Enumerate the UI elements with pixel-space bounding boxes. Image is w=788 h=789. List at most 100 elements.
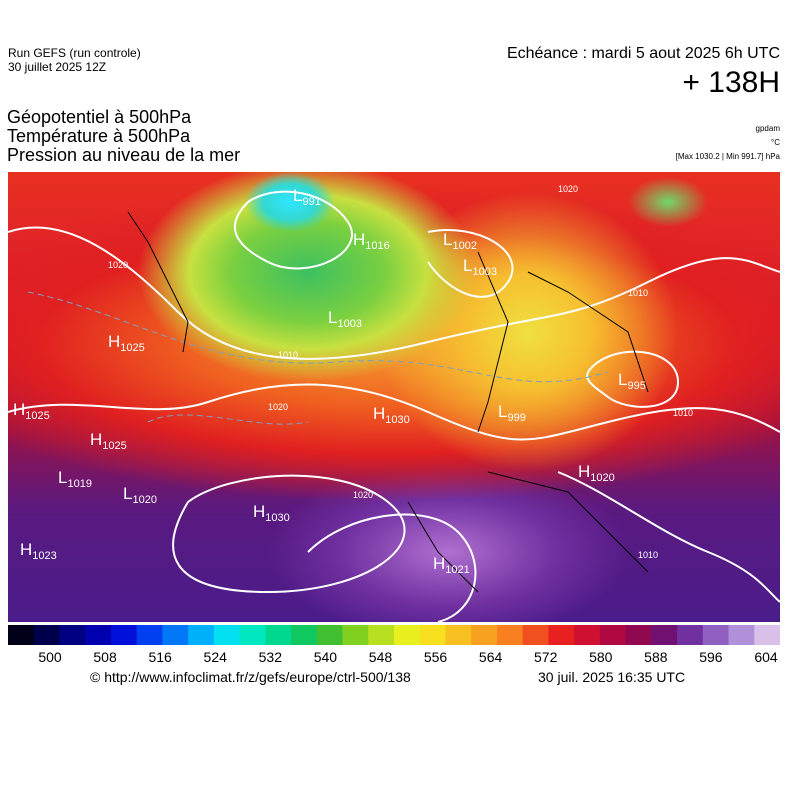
map: L991 H1016 L1002 L1003 L1003 H1025 H1025 H1025 L…: [8, 172, 780, 622]
run-name: Run GEFS (run controle): [8, 46, 141, 60]
center-value: 1025: [120, 342, 145, 354]
run-info: Run GEFS (run controle) 30 juillet 2025 …: [8, 46, 141, 74]
center-value: 1020: [132, 494, 157, 506]
color-swatch: [677, 625, 704, 645]
colorbar-tick-label: 516: [148, 649, 172, 665]
isobar-label: 1020: [108, 260, 129, 270]
color-swatch: [445, 625, 472, 645]
colorbar-tick-label: 556: [424, 649, 448, 665]
color-swatch: [702, 625, 730, 645]
center-kind: H: [90, 430, 103, 449]
color-swatch: [162, 625, 189, 645]
colorbar: 500 508 516 524 532 540 548 556 564 572 580 588 596 6…: [8, 625, 780, 665]
title: Température à 500hPa: [7, 126, 191, 146]
center-kind: L: [498, 402, 508, 421]
color-swatch: [8, 625, 35, 645]
colorbar-tick-label: 508: [93, 649, 117, 665]
source-url: © http://www.infoclimat.fr/z/gefs/europe…: [90, 669, 411, 685]
color-swatch: [188, 625, 215, 645]
pressure-center: H1030: [373, 404, 410, 426]
pressure-center: L1020: [123, 484, 157, 506]
colorbar-tick-label: 500: [38, 649, 62, 665]
center-value: 1023: [32, 550, 57, 562]
pressure-center: H1021: [433, 554, 470, 576]
center-kind: H: [578, 462, 591, 481]
colorbar-tick-label: 588: [644, 649, 668, 665]
color-swatch: [625, 625, 652, 645]
colorbar-tick-label: 532: [259, 649, 283, 665]
colorbar-tick-label: 580: [589, 649, 613, 665]
colorbar-tick-label: 564: [479, 649, 503, 665]
center-value: 1002: [452, 240, 477, 252]
unit: [Max 1030.2 | Min 991.7] hPa: [675, 152, 780, 161]
color-swatch: [496, 625, 524, 645]
center-value: 1025: [25, 410, 50, 422]
center-kind: H: [108, 332, 121, 351]
title: Pression au niveau de la mer: [7, 145, 241, 165]
colorbar-tick-label: 572: [534, 649, 558, 665]
center-kind: L: [463, 256, 473, 275]
color-swatch: [394, 625, 421, 645]
generated-time: 30 juil. 2025 16:35 UTC: [538, 669, 686, 685]
color-swatch: [85, 625, 112, 645]
pressure-center: H1025: [13, 400, 50, 422]
pressure-center: L1002: [443, 230, 477, 252]
center-value: 999: [507, 412, 526, 424]
center-value: 1030: [385, 414, 410, 426]
color-swatch: [342, 625, 369, 645]
color-swatch: [522, 625, 549, 645]
pressure-center: L1019: [58, 468, 92, 490]
isobar-label: 1020: [558, 184, 579, 194]
color-swatch: [136, 625, 163, 645]
color-swatch: [728, 625, 755, 645]
center-kind: H: [433, 554, 446, 573]
pressure-center: L995: [618, 370, 646, 392]
pressure-center: H1016: [353, 230, 390, 252]
center-value: 1030: [265, 512, 290, 524]
isobar-label: 1010: [278, 350, 299, 360]
colorbar-tick-label: 604: [754, 649, 778, 665]
center-value: 1020: [590, 472, 615, 484]
color-swatch: [368, 625, 395, 645]
center-value: 1019: [67, 478, 92, 490]
center-kind: L: [293, 186, 303, 205]
color-swatch: [33, 625, 60, 645]
pressure-center: H1025: [90, 430, 127, 452]
color-swatch: [316, 625, 344, 645]
color-swatch: [651, 625, 678, 645]
unit: gpdam: [755, 124, 780, 133]
pressure-center: H1020: [578, 462, 615, 484]
pressure-center: L1003: [463, 256, 497, 278]
colorbar-tick-label: 524: [204, 649, 228, 665]
color-swatch: [59, 625, 86, 645]
center-kind: H: [353, 230, 366, 249]
center-value: 1025: [102, 440, 127, 452]
center-value: 995: [627, 380, 646, 392]
color-swatch: [213, 625, 241, 645]
color-swatch: [548, 625, 575, 645]
color-swatch: [291, 625, 318, 645]
units: gpdam °C [Max 1030.2 | Min 991.7] hPa: [676, 122, 780, 164]
pressure-center: H1023: [20, 540, 57, 562]
center-kind: L: [328, 308, 338, 327]
pressure-center: L991: [293, 186, 321, 208]
pressure-center: L1003: [328, 308, 362, 330]
isobars: [8, 190, 780, 622]
colorbar-tick-label: 548: [369, 649, 393, 665]
color-swatch: [754, 625, 780, 645]
center-kind: L: [123, 484, 133, 503]
isobar-label: 1010: [628, 288, 649, 298]
isobar-label: 1010: [673, 408, 694, 418]
color-swatch: [574, 625, 601, 645]
pressure-center: H1030: [253, 502, 290, 524]
center-kind: L: [443, 230, 453, 249]
isobar-label: 1020: [268, 402, 289, 412]
center-value: 1021: [445, 564, 470, 576]
pressure-center: L999: [498, 402, 526, 424]
center-kind: H: [20, 540, 33, 559]
colorbar-tick-label: 596: [699, 649, 723, 665]
pressure-center: H1025: [108, 332, 145, 354]
color-swatch: [239, 625, 266, 645]
center-value: 1016: [365, 240, 390, 252]
